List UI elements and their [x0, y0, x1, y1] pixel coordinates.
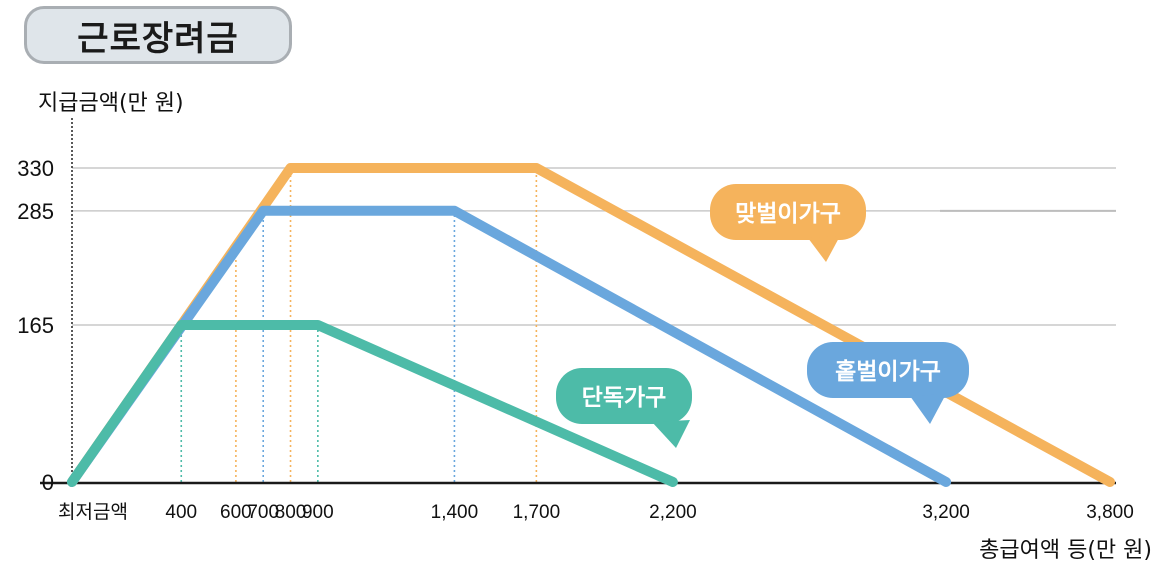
bubble-body [710, 184, 866, 240]
bubble-0: 맞벌이가구 [710, 184, 866, 262]
bubble-tail [910, 394, 946, 424]
y-tick-label: 330 [17, 156, 54, 181]
series-label: 홑벌이가구 [835, 359, 941, 385]
x-tick-label: 600 [220, 502, 252, 523]
bubble-2: 단독가구 [556, 368, 692, 448]
series-line-2 [67, 320, 678, 487]
bubble-body [807, 342, 969, 398]
y-tick-label: 165 [17, 313, 54, 338]
x-tick-label: 900 [302, 502, 334, 523]
x-tick-label: 3,800 [1086, 502, 1134, 523]
y-tick-label: 285 [17, 199, 54, 224]
y-axis-label: 지급금액(만 원) [38, 91, 184, 116]
x-tick-label: 1,700 [513, 502, 561, 523]
series-label: 맞벌이가구 [735, 201, 841, 227]
x-tick-label: 400 [165, 502, 197, 523]
series-lines [67, 163, 1115, 487]
x-tick-label: 800 [275, 502, 307, 523]
bubble-1: 홑벌이가구 [807, 342, 969, 424]
x-tick-label: 700 [247, 502, 279, 523]
y-tick-label: 0 [42, 470, 54, 495]
grid-lines [72, 167, 1116, 326]
x-tick-label: 최저금액 [58, 501, 128, 523]
chart-title: 근로장려금 [24, 6, 292, 64]
x-tick-label: 2,200 [649, 502, 697, 523]
series-label: 단독가구 [582, 385, 667, 411]
series-line-1 [67, 205, 952, 487]
x-axis-label: 총급여액 등(만 원) [979, 538, 1152, 563]
bubble-tail [652, 420, 690, 448]
bubble-body [556, 368, 692, 424]
x-tick-label: 3,200 [922, 502, 970, 523]
x-tick-label: 1,400 [431, 502, 479, 523]
y-tick-labels: 0 165 285 330 [17, 156, 54, 495]
bubble-tail [808, 236, 840, 262]
